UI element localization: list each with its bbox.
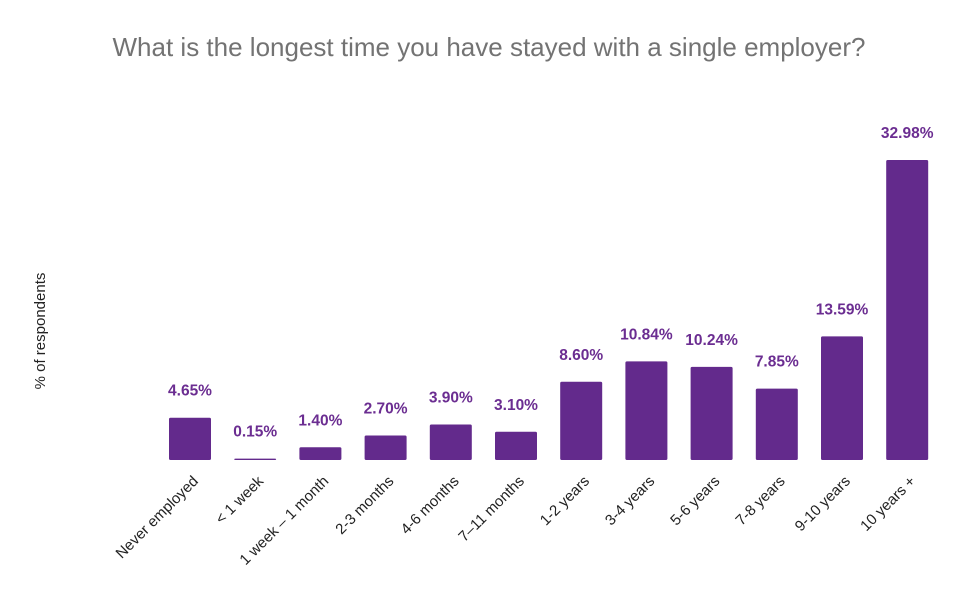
x-tick-label-12: 10 years +	[857, 473, 919, 535]
bar-5	[429, 424, 472, 460]
x-tick-label-2: < 1 week	[212, 472, 267, 527]
x-tick-label-1: Never employed	[113, 473, 202, 562]
x-tick-label-6: 7–11 months	[455, 473, 528, 546]
data-label-10: 7.85%	[755, 354, 799, 371]
data-label-9: 10.24%	[685, 332, 738, 349]
bar-9	[690, 366, 733, 460]
data-label-11: 13.59%	[816, 301, 869, 318]
x-tick-label-7: 1-2 years	[537, 473, 593, 529]
data-label-2: 0.15%	[233, 424, 277, 441]
data-labels: 4.65% 0.15% 1.40% 2.70% 3.90% 3.10% 8.60% 10.84…	[168, 125, 934, 441]
bar-6	[495, 431, 537, 460]
x-tick-label-10: 7-8 years	[732, 473, 788, 529]
x-tick-label-5: 4-6 months	[398, 473, 463, 538]
bar-4	[364, 435, 407, 460]
bar-10	[755, 388, 798, 460]
bar-7	[560, 381, 603, 460]
chart-title: What is the longest time you have stayed…	[113, 32, 866, 62]
bar-1	[169, 417, 211, 460]
bar-series	[169, 160, 929, 460]
data-label-8: 10.84%	[620, 326, 673, 343]
data-label-6: 3.10%	[494, 397, 538, 414]
data-label-7: 8.60%	[559, 347, 603, 364]
x-tick-label-11: 9-10 years	[792, 473, 854, 535]
y-axis-label: % of respondents	[32, 273, 49, 390]
data-label-4: 2.70%	[364, 400, 408, 417]
x-tick-label-4: 2-3 months	[332, 473, 397, 538]
x-tick-label-8: 3-4 years	[602, 473, 658, 529]
bar-11	[821, 336, 863, 460]
bar-3	[299, 447, 342, 460]
bar-2	[234, 458, 277, 460]
x-tick-label-9: 5-6 years	[667, 473, 723, 529]
data-label-5: 3.90%	[429, 390, 473, 407]
bar-12	[886, 160, 929, 460]
data-label-1: 4.65%	[168, 383, 212, 400]
bar-8	[625, 361, 668, 460]
data-label-12: 32.98%	[881, 125, 934, 142]
data-label-3: 1.40%	[298, 412, 342, 429]
